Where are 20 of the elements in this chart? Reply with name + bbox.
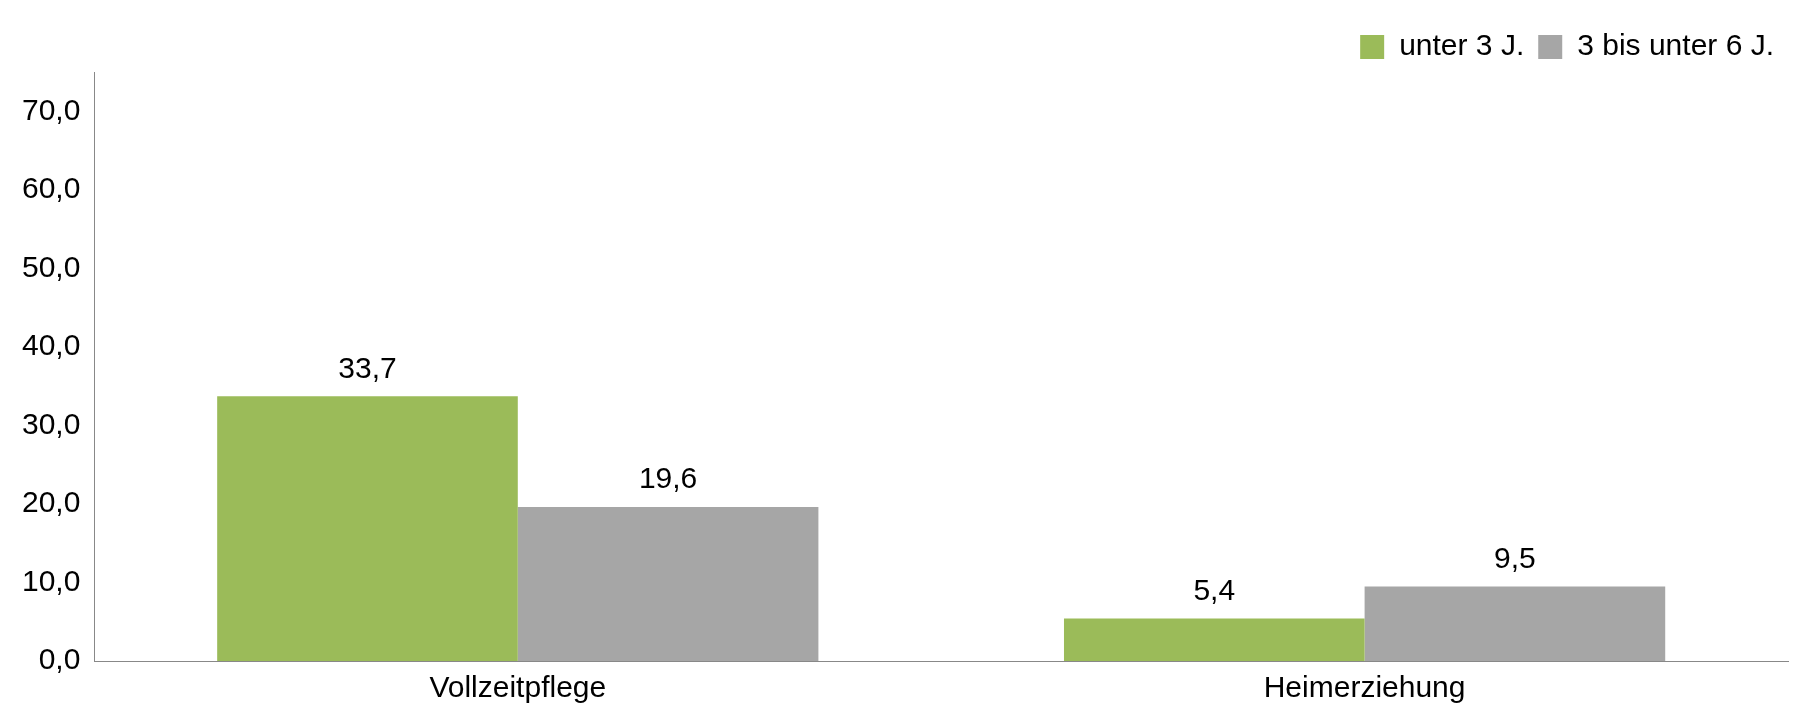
data-label: 33,7 [338,350,397,384]
x-tick-label: Vollzeitpflege [429,670,607,704]
x-tick-label: Heimerziehung [1263,670,1466,704]
data-label: 5,4 [1193,572,1236,606]
bar [517,507,819,661]
bar [1364,586,1666,661]
legend-label: 3 bis unter 6 J. [1577,28,1775,62]
y-tick-label: 50,0 [22,249,81,283]
bar [1063,618,1365,661]
y-tick-label: 0,0 [38,642,81,676]
legend-label: unter 3 J. [1399,28,1525,62]
y-tick-label: 10,0 [22,563,81,597]
y-tick-label: 60,0 [22,171,81,205]
bar [217,396,518,661]
y-tick-label: 30,0 [22,406,81,440]
data-label: 19,6 [638,461,698,495]
y-tick-label: 20,0 [22,485,81,519]
y-tick-label: 70,0 [22,92,81,126]
y-tick-label: 40,0 [22,328,81,362]
data-label: 9,5 [1494,540,1536,574]
